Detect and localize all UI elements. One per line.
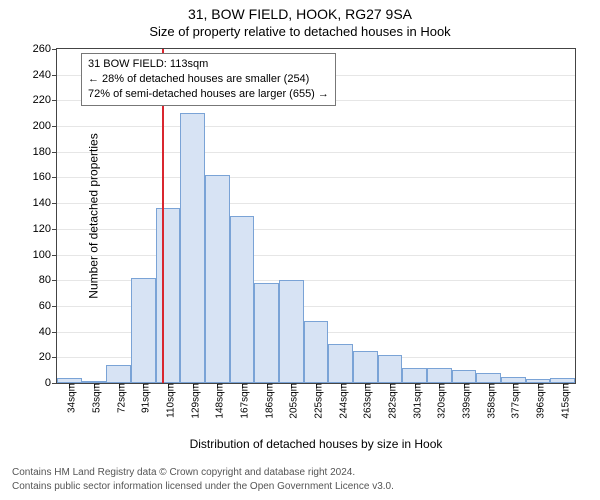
histogram-bar: [254, 283, 279, 383]
gridline: [57, 126, 575, 127]
ytick-label: 220: [23, 94, 57, 106]
gridline: [57, 229, 575, 230]
histogram-bar: [353, 351, 378, 383]
footer-attribution-1: Contains HM Land Registry data © Crown c…: [12, 467, 355, 478]
xtick-label: 34sqm: [61, 383, 78, 413]
xtick-label: 282sqm: [382, 383, 399, 419]
xtick-label: 396sqm: [530, 383, 547, 419]
xtick-label: 415sqm: [554, 383, 571, 419]
histogram-bar: [131, 278, 156, 383]
ytick-label: 140: [23, 197, 57, 209]
xtick-label: 339sqm: [456, 383, 473, 419]
histogram-bar: [378, 355, 403, 383]
ytick-label: 20: [23, 351, 57, 363]
xtick-label: 110sqm: [160, 383, 177, 418]
histogram-bar: [205, 175, 230, 383]
ytick-label: 240: [23, 69, 57, 81]
histogram-bar: [106, 365, 131, 383]
ytick-label: 40: [23, 326, 57, 338]
gridline: [57, 203, 575, 204]
xtick-label: 53sqm: [86, 383, 103, 413]
ytick-label: 100: [23, 249, 57, 261]
xtick-label: 148sqm: [209, 383, 226, 419]
ytick-label: 200: [23, 120, 57, 132]
xtick-label: 205sqm: [283, 383, 300, 419]
ytick-label: 260: [23, 43, 57, 55]
histogram-bar: [328, 344, 353, 383]
info-box-line: ← 28% of detached houses are smaller (25…: [88, 72, 329, 87]
histogram-bar: [402, 368, 427, 383]
xtick-label: 320sqm: [431, 383, 448, 419]
xtick-label: 301sqm: [406, 383, 423, 419]
xtick-label: 244sqm: [332, 383, 349, 419]
ytick-label: 0: [23, 377, 57, 389]
ytick-label: 180: [23, 146, 57, 158]
ytick-label: 80: [23, 274, 57, 286]
info-box-line: 72% of semi-detached houses are larger (…: [88, 87, 329, 102]
xtick-label: 377sqm: [505, 383, 522, 419]
gridline: [57, 177, 575, 178]
histogram-bar: [452, 370, 477, 383]
xtick-label: 129sqm: [184, 383, 201, 419]
gridline: [57, 152, 575, 153]
info-box: 31 BOW FIELD: 113sqm← 28% of detached ho…: [81, 53, 336, 106]
xtick-label: 358sqm: [480, 383, 497, 419]
histogram-bar: [230, 216, 255, 383]
xtick-label: 167sqm: [234, 383, 251, 419]
histogram-bar: [156, 208, 181, 383]
histogram-chart: 02040608010012014016018020022024026034sq…: [56, 48, 576, 384]
ytick-label: 120: [23, 223, 57, 235]
y-axis-title: Number of detached properties: [87, 133, 101, 298]
x-axis-title: Distribution of detached houses by size …: [57, 437, 575, 451]
page-subtitle: Size of property relative to detached ho…: [0, 22, 600, 39]
page-title: 31, BOW FIELD, HOOK, RG27 9SA: [0, 0, 600, 22]
histogram-bar: [304, 321, 329, 383]
xtick-label: 72sqm: [110, 383, 127, 413]
ytick-label: 160: [23, 171, 57, 183]
xtick-label: 263sqm: [357, 383, 374, 419]
histogram-bar: [427, 368, 452, 383]
xtick-label: 225sqm: [308, 383, 325, 419]
info-box-line: 31 BOW FIELD: 113sqm: [88, 57, 329, 72]
histogram-bar: [476, 373, 501, 383]
histogram-bar: [180, 113, 205, 383]
ytick-label: 60: [23, 300, 57, 312]
footer-attribution-2: Contains public sector information licen…: [12, 481, 394, 492]
gridline: [57, 255, 575, 256]
xtick-label: 186sqm: [258, 383, 275, 419]
xtick-label: 91sqm: [135, 383, 152, 413]
histogram-bar: [279, 280, 304, 383]
